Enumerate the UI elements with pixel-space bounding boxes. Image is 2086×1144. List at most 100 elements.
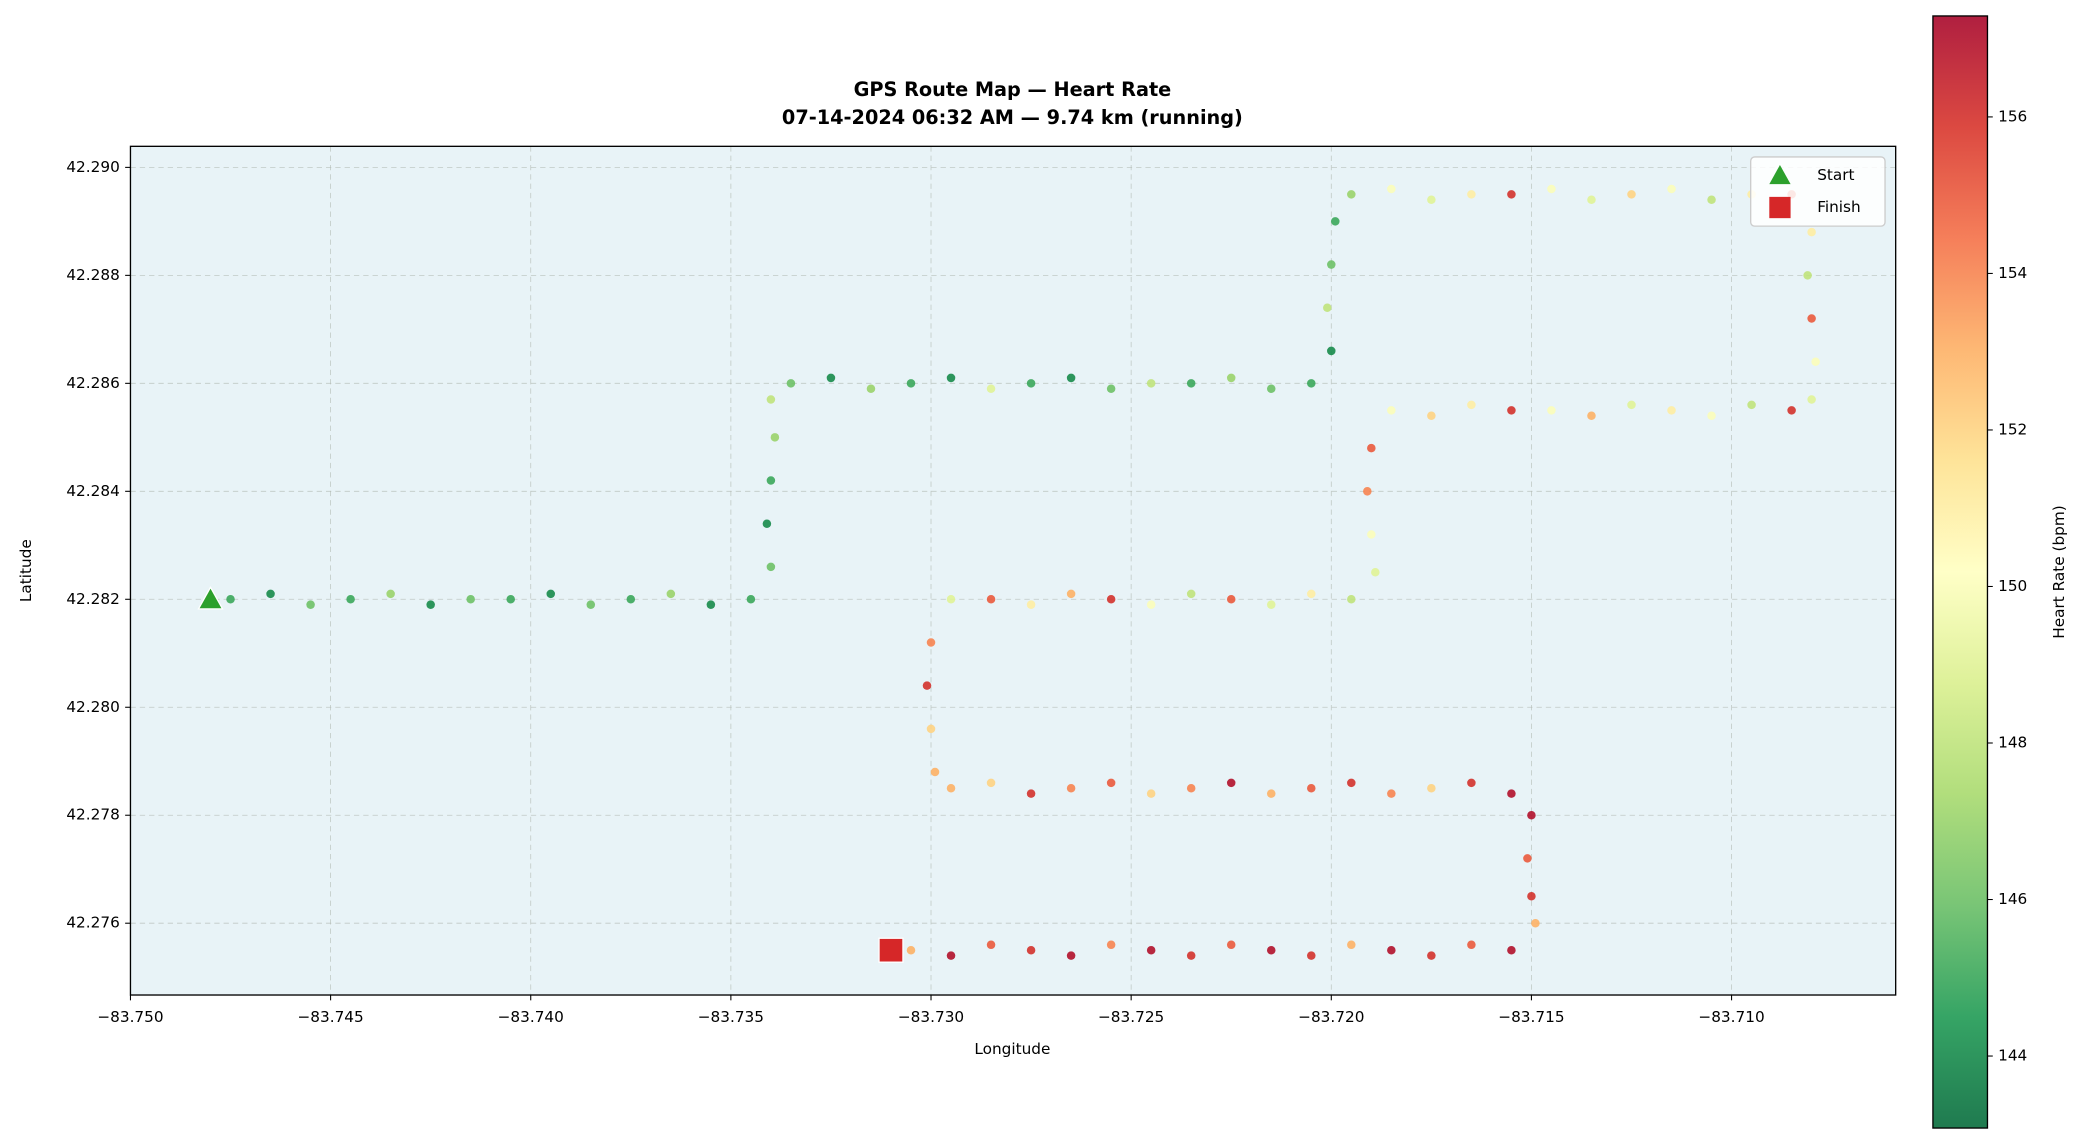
x-tick-label: −83.735 xyxy=(698,1008,764,1026)
route-point xyxy=(926,638,936,647)
marker-triangle xyxy=(197,585,224,610)
route-point xyxy=(1347,940,1356,950)
y-tick-label: 42.276 xyxy=(66,914,119,932)
route-point xyxy=(1547,406,1556,415)
legend-label: Finish xyxy=(1817,198,1861,216)
route-point xyxy=(1186,589,1196,599)
marker-triangle xyxy=(1769,164,1791,185)
route-point xyxy=(1323,303,1332,313)
route-point xyxy=(986,384,996,393)
route-point xyxy=(1327,346,1336,356)
colorbar-label: Heart Rate (bpm) xyxy=(2050,505,2068,639)
route-point xyxy=(1146,600,1156,609)
route-point xyxy=(1527,810,1536,820)
route-point xyxy=(922,681,932,690)
route-point xyxy=(1146,789,1156,798)
route-point xyxy=(1747,400,1756,410)
route-point xyxy=(1467,940,1476,950)
route-point xyxy=(1427,195,1436,205)
route-point xyxy=(1467,400,1476,410)
route-point xyxy=(1811,357,1820,366)
y-tick-label: 42.288 xyxy=(66,266,119,284)
route-point xyxy=(1371,568,1380,577)
route-point xyxy=(866,384,876,393)
route-point xyxy=(1527,891,1536,901)
route-point xyxy=(706,600,716,609)
route-point xyxy=(1507,945,1516,955)
route-point xyxy=(1427,411,1436,420)
plot-frame xyxy=(129,145,1897,996)
route-point xyxy=(1387,945,1396,955)
route-point xyxy=(746,595,756,604)
route-point xyxy=(346,595,355,604)
chart-title: GPS Route Map — Heart Rate xyxy=(854,78,1172,101)
route-point xyxy=(1146,379,1156,388)
y-tick-label: 42.286 xyxy=(66,374,119,392)
x-tick-label: −83.730 xyxy=(898,1008,964,1026)
marker-square xyxy=(1769,196,1791,219)
route-point xyxy=(1331,217,1340,226)
route-point xyxy=(1707,195,1716,205)
x-tick-label: −83.720 xyxy=(1298,1008,1364,1026)
colorbar-tick-label: 152 xyxy=(1998,420,2027,438)
plot-area xyxy=(130,146,1896,996)
route-point xyxy=(666,589,676,599)
route-point xyxy=(1587,411,1596,420)
route-point xyxy=(1363,487,1372,496)
route-point xyxy=(1667,184,1676,194)
route-point xyxy=(946,373,956,383)
route-point xyxy=(1307,951,1316,960)
route-point xyxy=(1547,184,1556,194)
route-point xyxy=(586,600,596,609)
y-axis-label: Latitude xyxy=(17,539,35,602)
colorbar-tick-label: 144 xyxy=(1998,1047,2027,1065)
colorbar-tick-label: 150 xyxy=(1998,577,2027,595)
route-point xyxy=(1226,778,1236,788)
route-point xyxy=(426,600,435,609)
x-axis-label: Longitude xyxy=(974,1040,1050,1058)
route-point xyxy=(1347,190,1356,199)
x-tick-label: −83.745 xyxy=(297,1008,363,1026)
route-point xyxy=(1427,783,1436,793)
route-point xyxy=(1807,314,1816,323)
route-point xyxy=(1627,400,1636,410)
route-point xyxy=(826,373,836,383)
route-point xyxy=(762,519,772,528)
route-point xyxy=(1026,789,1036,798)
route-point xyxy=(1066,589,1076,599)
route-point xyxy=(906,945,916,955)
route-point xyxy=(1307,589,1316,599)
route-point xyxy=(1186,783,1196,793)
route-point xyxy=(946,595,956,604)
x-tick-label: −83.725 xyxy=(1098,1008,1164,1026)
route-point xyxy=(986,595,996,604)
route-point xyxy=(1347,778,1356,788)
route-point xyxy=(386,589,395,599)
route-point xyxy=(1026,945,1036,955)
route-point xyxy=(1707,411,1716,420)
y-tick-label: 42.290 xyxy=(66,158,119,176)
route-point xyxy=(626,595,636,604)
x-tick-label: −83.740 xyxy=(498,1008,564,1026)
route-point xyxy=(1467,778,1476,788)
route-point xyxy=(1226,595,1236,604)
route-point xyxy=(1106,940,1116,950)
route-point xyxy=(1307,783,1316,793)
marker-square xyxy=(878,937,904,963)
route-point xyxy=(1367,443,1376,453)
route-point xyxy=(1587,195,1596,205)
legend-label: Start xyxy=(1817,166,1854,184)
route-point xyxy=(546,589,556,599)
route-point xyxy=(1507,789,1516,798)
route-point xyxy=(1387,789,1396,798)
route-point xyxy=(266,589,275,599)
route-point xyxy=(986,940,996,950)
route-point xyxy=(1066,951,1076,960)
colorbar-tick-label: 148 xyxy=(1998,733,2027,751)
route-point xyxy=(1347,595,1356,604)
colorbar-tick-label: 146 xyxy=(1998,890,2027,908)
y-tick-label: 42.282 xyxy=(66,590,119,608)
route-point xyxy=(1507,190,1516,199)
route-point xyxy=(930,767,940,777)
